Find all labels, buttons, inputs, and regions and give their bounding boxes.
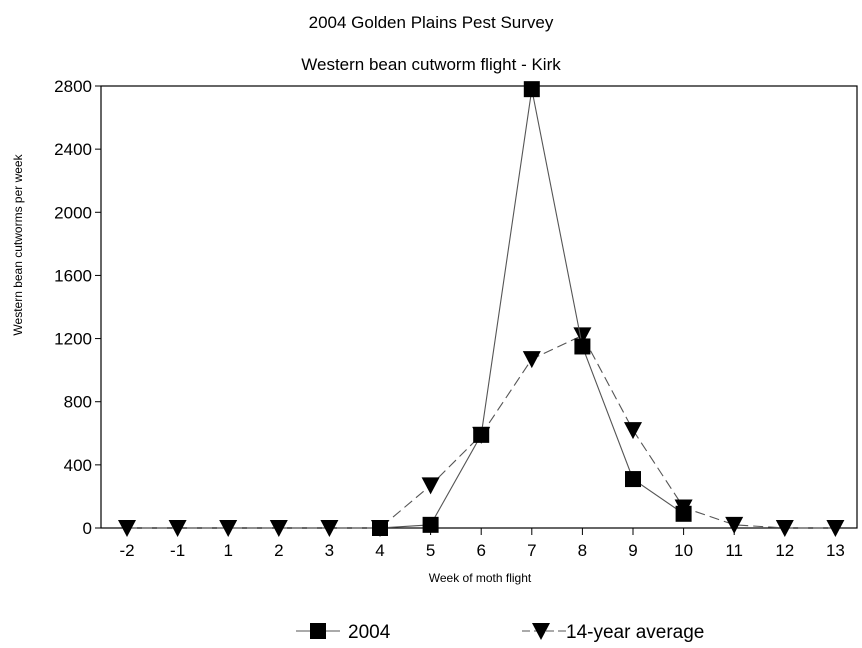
legend-label: 14-year average: [566, 622, 704, 643]
data-point-triangle: [725, 516, 744, 534]
y-tick-label: 1600: [54, 266, 92, 285]
chart-subtitle: Western bean cutworm flight - Kirk: [301, 55, 561, 74]
data-point-square: [422, 516, 439, 533]
data-point-square: [574, 338, 591, 355]
x-tick-label: 2: [274, 541, 283, 560]
series-line: [379, 89, 684, 529]
y-tick-label: 2400: [54, 140, 92, 159]
series-layer: [118, 81, 845, 537]
plot-frame: [100, 85, 858, 529]
data-point-triangle: [168, 520, 187, 537]
legend-item: 2004: [296, 622, 391, 643]
data-point-square: [372, 520, 388, 536]
x-tick-label: 3: [325, 541, 334, 560]
data-point-square: [523, 81, 540, 98]
data-point-triangle: [624, 422, 642, 440]
data-point-triangle: [775, 520, 794, 537]
data-point-triangle: [826, 520, 845, 537]
x-tick-label: 12: [775, 541, 794, 560]
x-tick-label: 8: [578, 541, 587, 560]
y-tick-label: 800: [64, 393, 92, 412]
data-point-triangle: [532, 623, 550, 640]
x-tick-label: 10: [674, 541, 693, 560]
y-tick-label: 2800: [54, 77, 92, 96]
legend-label: 2004: [348, 622, 391, 643]
data-point-triangle: [219, 520, 238, 537]
series-0: [372, 81, 692, 536]
data-point-triangle: [573, 327, 592, 345]
legend: 2004 14-year average: [296, 622, 704, 643]
data-point-triangle: [522, 351, 541, 369]
y-tick-label: 0: [83, 519, 92, 538]
data-point-square: [675, 505, 692, 522]
x-tick-label: 1: [223, 541, 232, 560]
y-axis-label-text: Western bean cutworms per week: [11, 153, 25, 335]
data-point-square: [310, 623, 326, 639]
data-point-triangle: [320, 520, 339, 537]
data-point-triangle: [421, 477, 440, 495]
legend-item: 14-year average: [522, 622, 704, 643]
data-point-square: [625, 471, 641, 488]
data-point-triangle: [118, 520, 136, 537]
y-tick-label: 1200: [54, 330, 92, 349]
x-tick-label: -2: [119, 541, 134, 560]
x-tick-label: 9: [628, 541, 637, 560]
chart-title: 2004 Golden Plains Pest Survey: [309, 13, 554, 32]
y-axis-label: Western bean cutworms per week: [11, 153, 25, 335]
x-axis-label: Week of moth flight: [429, 571, 532, 585]
y-tick-label: 2000: [54, 203, 92, 222]
x-tick-label: 4: [375, 541, 384, 560]
data-point-triangle: [269, 520, 288, 537]
x-tick-label: 5: [426, 541, 435, 560]
data-point-square: [473, 426, 490, 443]
x-tick-label: 11: [725, 541, 743, 560]
x-tick-label: 6: [476, 541, 485, 560]
x-tick-label: -1: [170, 541, 185, 560]
x-tick-label: 7: [527, 541, 536, 560]
y-tick-label: 400: [64, 456, 92, 475]
x-tick-label: 13: [826, 541, 845, 560]
